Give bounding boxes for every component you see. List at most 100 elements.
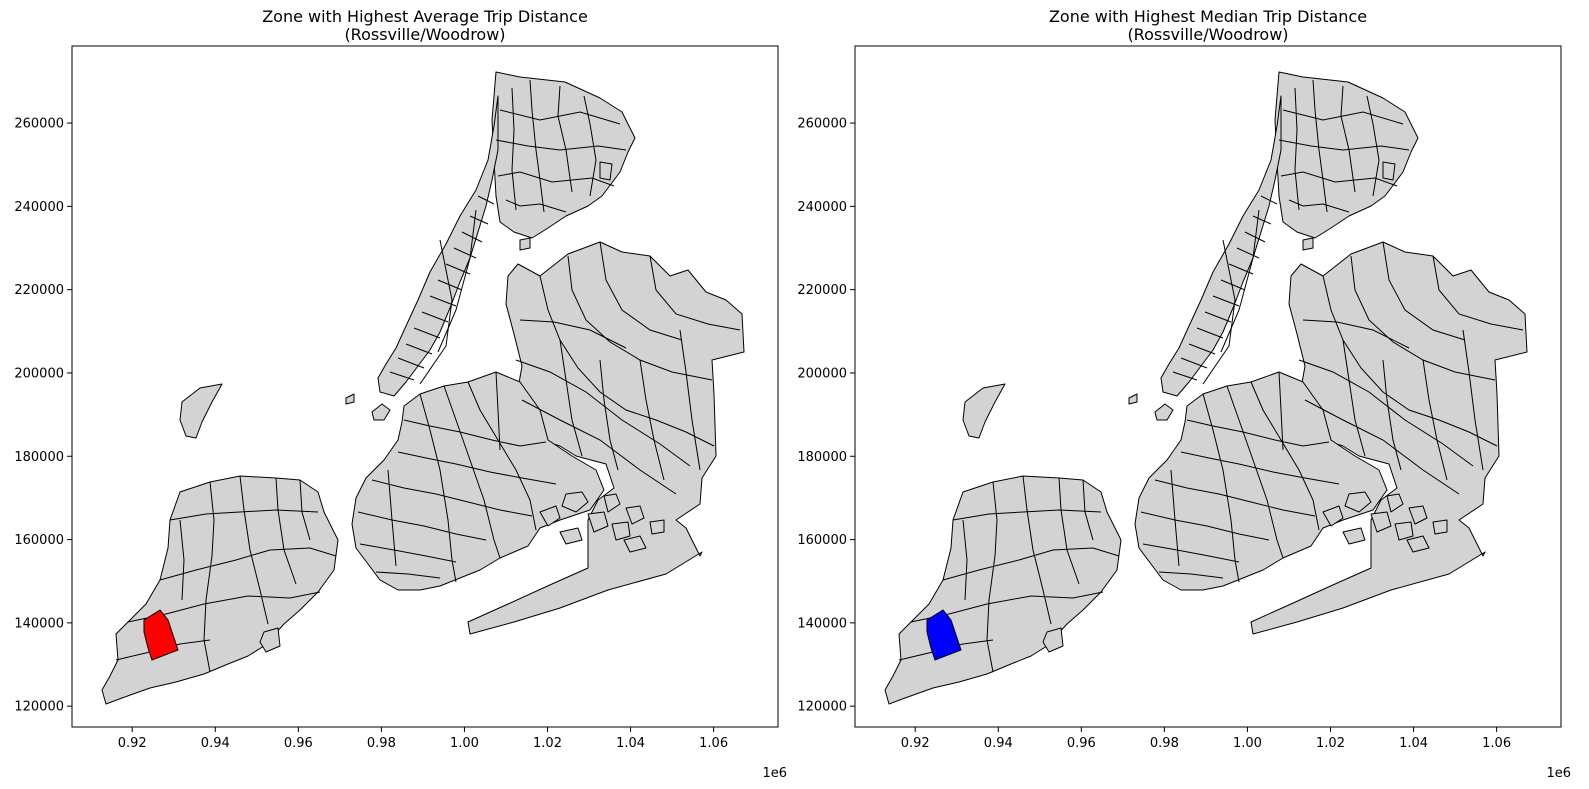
zone-boundary	[962, 519, 968, 601]
x-tick-label: 0.94	[984, 736, 1013, 751]
zone-polygon	[491, 71, 636, 239]
zone-polygon	[179, 383, 223, 439]
zone-boundary	[159, 547, 337, 581]
highlighted-zone	[926, 609, 962, 661]
taxi-zone-map	[101, 71, 745, 705]
zone-boundary	[1180, 451, 1340, 485]
zone-boundary	[499, 109, 621, 125]
zone-boundary	[359, 543, 457, 563]
zone-boundary	[1312, 79, 1328, 213]
zone-boundary	[1196, 327, 1224, 339]
zone-boundary	[239, 475, 269, 625]
map-panel-median: Zone with Highest Median Trip Distance(R…	[797, 7, 1562, 751]
zone-boundary	[1298, 359, 1474, 467]
y-tick-label: 240000	[797, 200, 847, 215]
zone-boundary	[539, 275, 715, 447]
zone-boundary	[1226, 385, 1284, 559]
zone-polygon	[587, 511, 609, 533]
axes-frame	[71, 45, 779, 728]
zone-boundary	[567, 255, 713, 381]
zone-boundary	[461, 231, 483, 243]
x-tick-label: 1.04	[616, 736, 645, 751]
zone-boundary	[419, 239, 453, 385]
panel-title-line1: Zone with Highest Median Trip Distance	[1049, 7, 1367, 26]
y-tick-label: 160000	[797, 533, 847, 548]
zone-boundary	[437, 209, 477, 353]
zone-boundary	[986, 481, 998, 673]
zone-boundary	[1432, 255, 1524, 331]
zone-polygon	[561, 491, 589, 513]
zone-boundary	[639, 359, 665, 481]
y-tick-label: 120000	[797, 700, 847, 715]
x-tick-label: 1.06	[1482, 736, 1511, 751]
zone-polygon	[377, 95, 499, 397]
zone-boundary	[495, 371, 501, 451]
zone-boundary	[1340, 85, 1356, 193]
zone-boundary	[505, 199, 567, 213]
zone-polygon	[1160, 95, 1282, 397]
zone-polygon	[1406, 535, 1430, 553]
zone-boundary	[559, 339, 583, 457]
x-tick-label: 1.00	[450, 736, 479, 751]
zone-polygon	[1274, 71, 1419, 239]
zone-boundary	[1278, 139, 1410, 151]
zone-boundary	[1350, 255, 1496, 381]
y-tick-label: 180000	[14, 450, 64, 465]
zone-boundary	[1180, 357, 1208, 369]
zone-boundary	[1282, 109, 1404, 125]
zone-boundary	[1058, 477, 1080, 585]
zone-boundary	[1140, 511, 1270, 541]
zone-boundary	[1202, 393, 1240, 583]
zone-polygon	[1382, 161, 1396, 181]
zone-boundary	[942, 547, 1120, 581]
zone-polygon	[345, 393, 355, 405]
y-tick-label: 200000	[14, 366, 64, 381]
highlighted-zone	[143, 609, 179, 661]
y-tick-label: 260000	[797, 117, 847, 132]
y-tick-label: 260000	[14, 117, 64, 132]
zone-boundary	[203, 481, 215, 673]
zone-boundary	[1244, 231, 1266, 243]
zone-polygon	[1302, 237, 1314, 251]
zone-boundary	[1204, 311, 1232, 323]
zone-boundary	[179, 519, 185, 601]
zone-boundary	[1220, 279, 1246, 291]
zone-polygon	[611, 521, 631, 541]
zone-polygon	[962, 383, 1006, 439]
zone-polygon	[519, 237, 531, 251]
zone-boundary	[599, 359, 619, 471]
zone-boundary	[1294, 87, 1300, 211]
y-tick-label: 220000	[797, 283, 847, 298]
zone-boundary	[1170, 469, 1180, 567]
y-tick-label: 200000	[797, 366, 847, 381]
zone-boundary	[387, 469, 397, 567]
zone-boundary	[1188, 343, 1216, 355]
zone-boundary	[371, 479, 533, 517]
zone-polygon	[1154, 403, 1174, 421]
y-tick-label: 120000	[14, 700, 64, 715]
zone-boundary	[405, 343, 433, 355]
zone-boundary	[397, 357, 425, 369]
zone-boundary	[495, 139, 627, 151]
zone-polygon	[599, 161, 613, 181]
map-panel-average: Zone with Highest Average Trip Distance(…	[14, 7, 779, 751]
x-tick-label: 1.00	[1233, 736, 1262, 751]
x-tick-label: 1.02	[533, 736, 562, 751]
x-tick-label: 0.98	[1150, 736, 1179, 751]
x-tick-label: 0.92	[118, 736, 147, 751]
zone-boundary	[467, 381, 537, 531]
zone-boundary	[1154, 479, 1316, 517]
panel-title-line2: (Rossville/Woodrow)	[1127, 25, 1288, 44]
y-tick-label: 240000	[14, 200, 64, 215]
zone-boundary	[599, 241, 683, 341]
zone-boundary	[1250, 381, 1320, 531]
zone-boundary	[1462, 329, 1484, 471]
zone-boundary	[1302, 319, 1410, 349]
zone-boundary	[521, 399, 677, 495]
zone-boundary	[1288, 199, 1350, 213]
x-tick-label: 0.96	[284, 736, 313, 751]
zone-boundary	[397, 451, 557, 485]
zone-polygon	[649, 519, 665, 535]
zone-boundary	[453, 247, 477, 259]
zone-boundary	[1082, 479, 1094, 541]
